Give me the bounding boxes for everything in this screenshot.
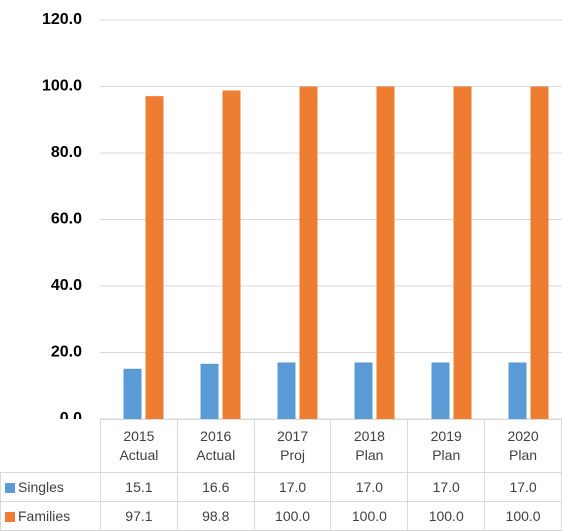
bar [453,86,472,419]
bar [508,362,527,419]
blank-cell [0,419,101,473]
plot: 0.0 20.0 40.0 60.0 80.0 100.0 120.0 [42,11,562,419]
data-label: 98.8 [176,501,255,531]
data-label: 100.0 [330,501,409,531]
legend-cell: Families [0,501,101,531]
legend-label: Singles [18,478,64,495]
legend-cell: Singles [0,472,101,502]
data-label: 17.0 [330,472,409,502]
y-tick-label: 20.0 [51,344,82,361]
legend-key [5,482,15,493]
x-tick-label: 2016 Actual [176,419,255,473]
y-tick-label: 40.0 [51,277,82,294]
data-label: 17.0 [407,472,486,502]
x-tick-label: 2015 Actual [100,419,178,473]
data-label: 17.0 [484,472,562,502]
bar [277,362,296,419]
data-label: 100.0 [407,501,486,531]
table-header: 2015 Actual 2016 Actual 2017 Proj 2018 Plan… [0,419,562,473]
bar [123,368,142,419]
data-label: 15.1 [100,472,178,502]
x-tick-label: 2017 Proj [253,419,332,473]
x-tick-label: 2018 Plan [330,419,409,473]
x-tick-label: 2019 Plan [407,419,486,473]
bar [145,96,164,419]
y-tick-label: 120.0 [42,11,82,28]
data-label: 100.0 [253,501,332,531]
table-row: Families 97.1 98.8 100.0 100.0 100.0 100.0 [0,501,562,531]
bar [222,90,241,419]
data-label: 17.0 [253,472,332,502]
x-tick-label: 2020 Plan [484,419,562,473]
y-tick-label: 100.0 [42,78,82,95]
bar [200,363,219,419]
data-label: 100.0 [484,501,562,531]
y-tick-label: 80.0 [51,144,82,161]
bar [354,362,373,419]
table-row: Singles 15.1 16.6 17.0 17.0 17.0 17.0 [0,472,562,502]
data-label: 97.1 [100,501,178,531]
data-label: 16.6 [176,472,255,502]
bar [431,362,450,419]
bar [530,86,549,419]
y-tick-label: 60.0 [51,211,82,228]
legend-key [5,511,15,522]
bar [299,86,318,419]
data-table: 2015 Actual 2016 Actual 2017 Proj 2018 Plan… [0,419,562,531]
y-tick-label: 0.0 [60,410,82,419]
legend-label: Families [18,507,71,524]
bar [376,86,395,419]
